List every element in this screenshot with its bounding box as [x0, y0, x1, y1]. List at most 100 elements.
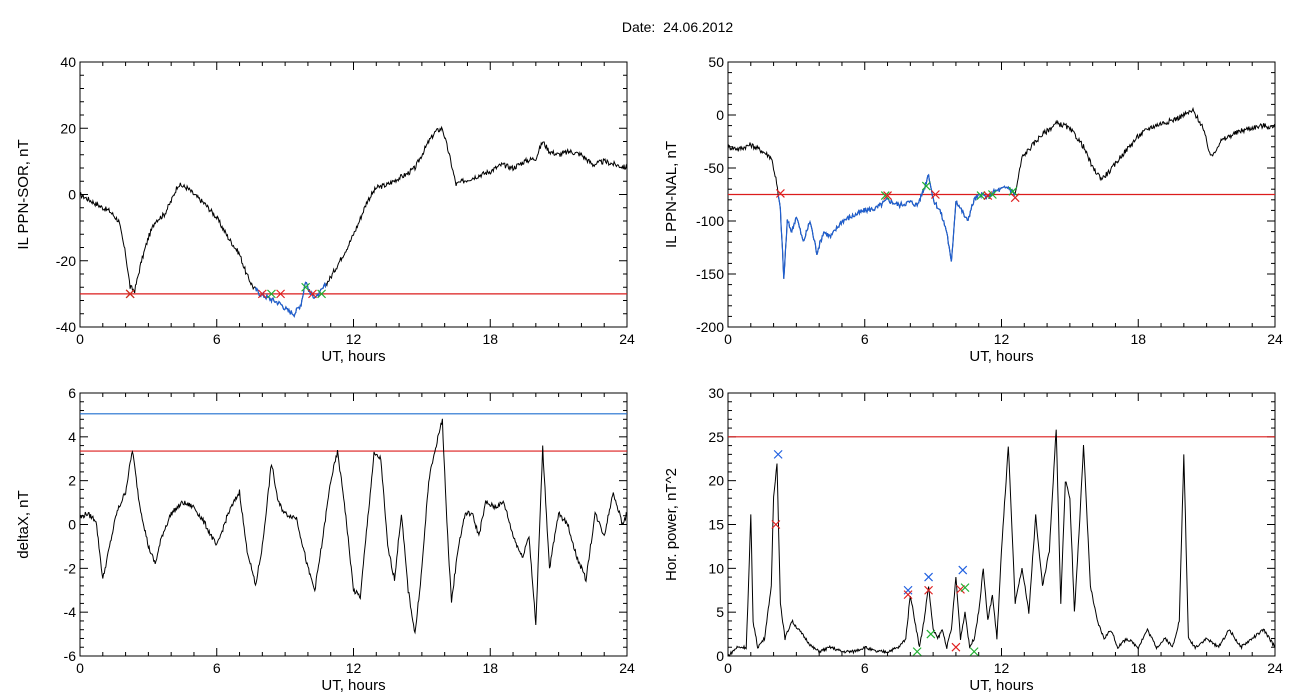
marker-stroke — [930, 190, 940, 199]
x-tick-label: 6 — [213, 660, 221, 676]
y-tick-label: 0 — [716, 107, 724, 123]
event-marker — [773, 449, 783, 459]
event-marker — [951, 642, 961, 652]
x-tick-label: 24 — [1267, 331, 1283, 347]
event-marker — [958, 565, 968, 575]
data-trace — [727, 429, 1276, 657]
y-tick-label: -6 — [64, 648, 77, 664]
y-axis-label: Hor. power, nT^2 — [663, 468, 680, 581]
marker-stroke — [926, 629, 936, 639]
plot-frame — [79, 61, 628, 328]
marker-stroke — [924, 572, 933, 582]
y-tick-label: 2 — [68, 473, 76, 489]
event-marker — [301, 282, 311, 292]
x-tick-label: 12 — [994, 331, 1010, 347]
event-marker — [771, 520, 781, 529]
y-tick-label: -4 — [64, 604, 77, 620]
event-marker — [775, 189, 785, 198]
event-marker — [903, 585, 913, 595]
x-axis-label: UT, hours — [969, 677, 1033, 694]
marker-stroke — [125, 289, 135, 299]
data-trace — [79, 125, 628, 318]
marker-stroke — [257, 289, 267, 299]
x-tick-label: 6 — [861, 331, 869, 347]
marker-stroke — [969, 647, 979, 657]
y-tick-label: 5 — [716, 604, 724, 620]
x-tick-label: 6 — [861, 660, 869, 676]
data-trace — [727, 106, 1276, 279]
event-marker — [987, 190, 997, 199]
marker-stroke — [951, 642, 961, 652]
event-marker — [883, 191, 892, 200]
event-marker — [956, 584, 965, 594]
chart-p4: 0 6 12 18 24 0 5 10 15 20 25 30 UT, hours Hor. power,… — [663, 385, 1283, 694]
y-tick-label: 0 — [68, 517, 76, 533]
chart-p1: 0 6 12 18 24 -40 -20 0 20 40 UT, hours IL PPN-SOR, … — [15, 54, 635, 365]
event-marker — [912, 647, 922, 657]
y-axis-label: IL PPN-NAL, nT — [663, 141, 680, 248]
marker-stroke — [771, 520, 781, 529]
x-tick-label: 12 — [994, 660, 1010, 676]
event-marker — [930, 190, 940, 199]
x-axis-label: UT, hours — [321, 348, 385, 365]
x-tick-label: 0 — [724, 331, 732, 347]
marker-stroke — [880, 191, 890, 200]
x-tick-label: 24 — [619, 331, 635, 347]
x-tick-label: 12 — [346, 660, 362, 676]
marker-stroke — [958, 565, 968, 575]
marker-stroke — [1008, 186, 1018, 196]
y-tick-label: 10 — [708, 560, 724, 576]
marker-stroke — [921, 181, 931, 191]
event-marker — [1008, 186, 1018, 196]
plot-frame — [727, 392, 1276, 657]
page-title: Date: 24.06.2012 — [621, 19, 734, 35]
y-tick-label: 0 — [68, 187, 76, 203]
event-marker — [969, 647, 979, 657]
y-tick-label: -50 — [704, 160, 724, 176]
event-marker — [921, 181, 931, 191]
y-tick-label: -2 — [64, 560, 77, 576]
data-trace — [79, 418, 628, 635]
event-marker — [308, 289, 317, 299]
event-marker — [267, 289, 276, 299]
y-axis-label: deltaX, nT — [15, 490, 32, 558]
marker-stroke — [267, 289, 276, 299]
event-marker — [926, 629, 936, 639]
marker-stroke — [924, 585, 933, 595]
y-tick-label: 50 — [708, 54, 724, 70]
event-marker — [317, 289, 327, 299]
event-marker — [1010, 193, 1020, 203]
marker-stroke — [317, 289, 327, 299]
y-tick-label: 4 — [68, 429, 76, 445]
y-tick-label: 20 — [708, 473, 724, 489]
x-tick-label: 24 — [619, 660, 635, 676]
y-tick-label: -200 — [696, 319, 724, 335]
marker-stroke — [903, 590, 913, 600]
y-tick-label: 0 — [716, 648, 724, 664]
chart-p2: 0 6 12 18 24 -200 -150 -100 -50 0 50 UT, hours IL PP… — [663, 54, 1283, 365]
x-tick-label: 0 — [76, 660, 84, 676]
x-tick-label: 18 — [1130, 331, 1146, 347]
y-tick-label: 20 — [60, 120, 76, 136]
marker-stroke — [912, 647, 922, 657]
x-tick-label: 0 — [76, 331, 84, 347]
x-axis-label: UT, hours — [321, 677, 385, 694]
x-tick-label: 18 — [482, 660, 498, 676]
marker-stroke — [301, 282, 311, 292]
x-tick-label: 12 — [346, 331, 362, 347]
marker-stroke — [773, 449, 783, 459]
y-tick-label: 40 — [60, 54, 76, 70]
x-tick-label: 6 — [213, 331, 221, 347]
event-marker — [976, 191, 986, 200]
marker-stroke — [903, 585, 913, 595]
event-marker — [276, 289, 285, 299]
x-axis-label: UT, hours — [969, 348, 1033, 365]
marker-stroke — [976, 191, 986, 200]
marker-stroke — [960, 583, 970, 593]
y-axis-label: IL PPN-SOR, nT — [15, 139, 32, 249]
y-tick-label: -40 — [56, 319, 76, 335]
marker-stroke — [956, 584, 965, 594]
y-tick-label: 6 — [68, 385, 76, 401]
event-marker — [880, 191, 890, 200]
